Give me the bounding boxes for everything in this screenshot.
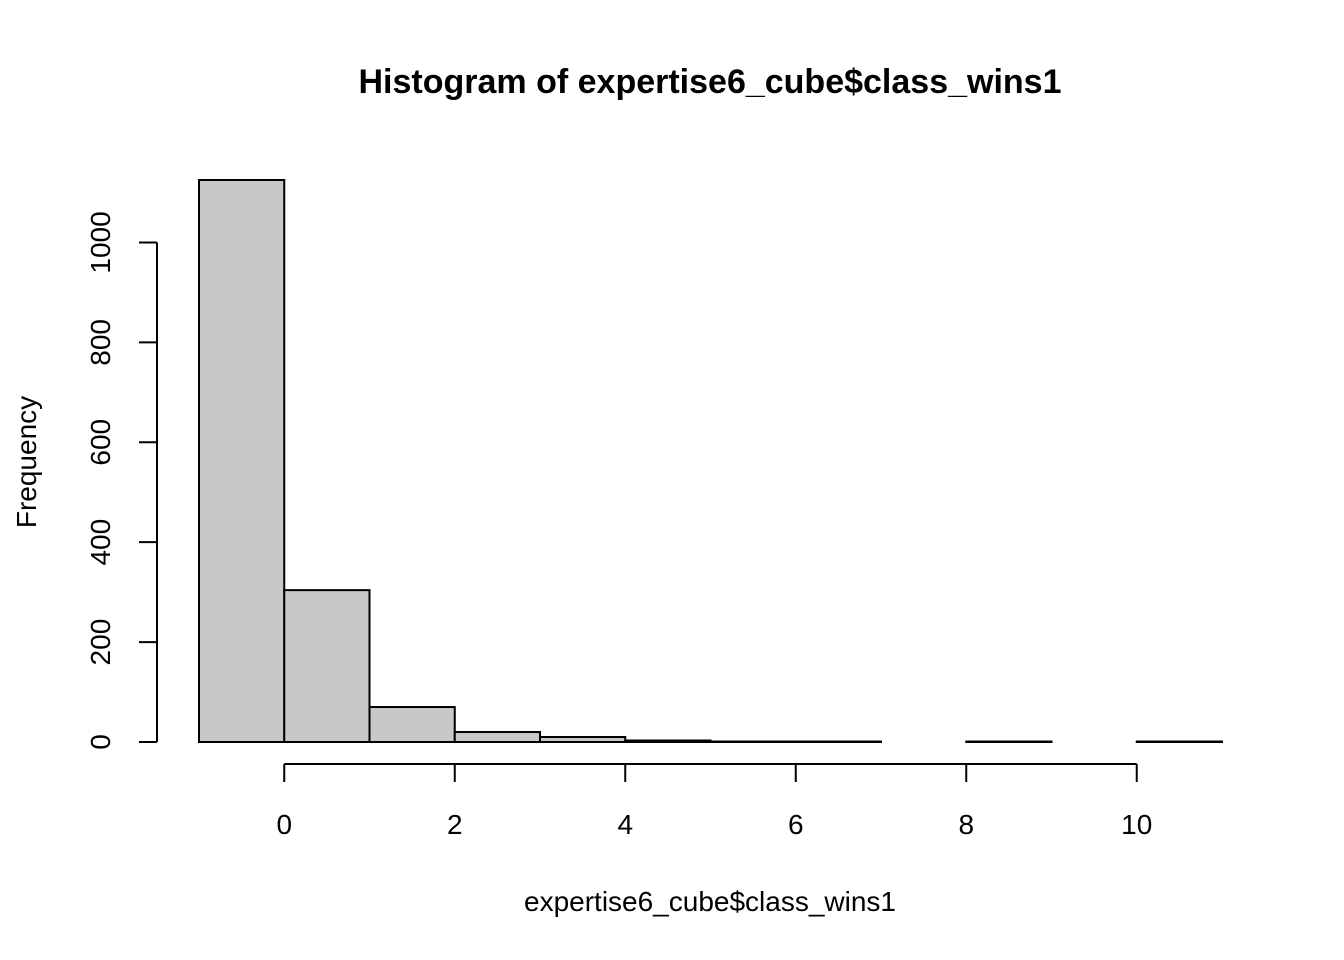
x-tick-label: 6: [788, 809, 804, 840]
x-tick-label: 0: [276, 809, 292, 840]
y-axis-label: Frequency: [11, 396, 42, 528]
histogram-bar: [368, 706, 456, 744]
x-tick-label: 2: [447, 809, 463, 840]
histogram-bar: [453, 731, 541, 744]
x-tick-label: 4: [617, 809, 633, 840]
histogram-bar: [198, 179, 286, 743]
histogram-bar: [624, 739, 712, 744]
histogram-bar: [283, 589, 371, 744]
histogram-bar: [539, 736, 627, 744]
x-tick-label: 10: [1121, 809, 1152, 840]
y-axis: 0 200 400 600 800 1000: [85, 211, 158, 750]
y-tick-label: 0: [85, 734, 116, 750]
x-axis-label: expertise6_cube$class_wins1: [524, 886, 896, 917]
y-tick-label: 200: [85, 619, 116, 666]
y-tick-label: 600: [85, 419, 116, 466]
histogram-bars: [198, 179, 1223, 744]
x-axis: 0 2 4 6 8 10: [276, 763, 1152, 840]
y-tick-label: 1000: [85, 211, 116, 273]
x-tick-label: 8: [958, 809, 974, 840]
y-tick-label: 400: [85, 519, 116, 566]
y-tick-label: 800: [85, 319, 116, 366]
chart-title: Histogram of expertise6_cube$class_wins1: [359, 63, 1062, 101]
